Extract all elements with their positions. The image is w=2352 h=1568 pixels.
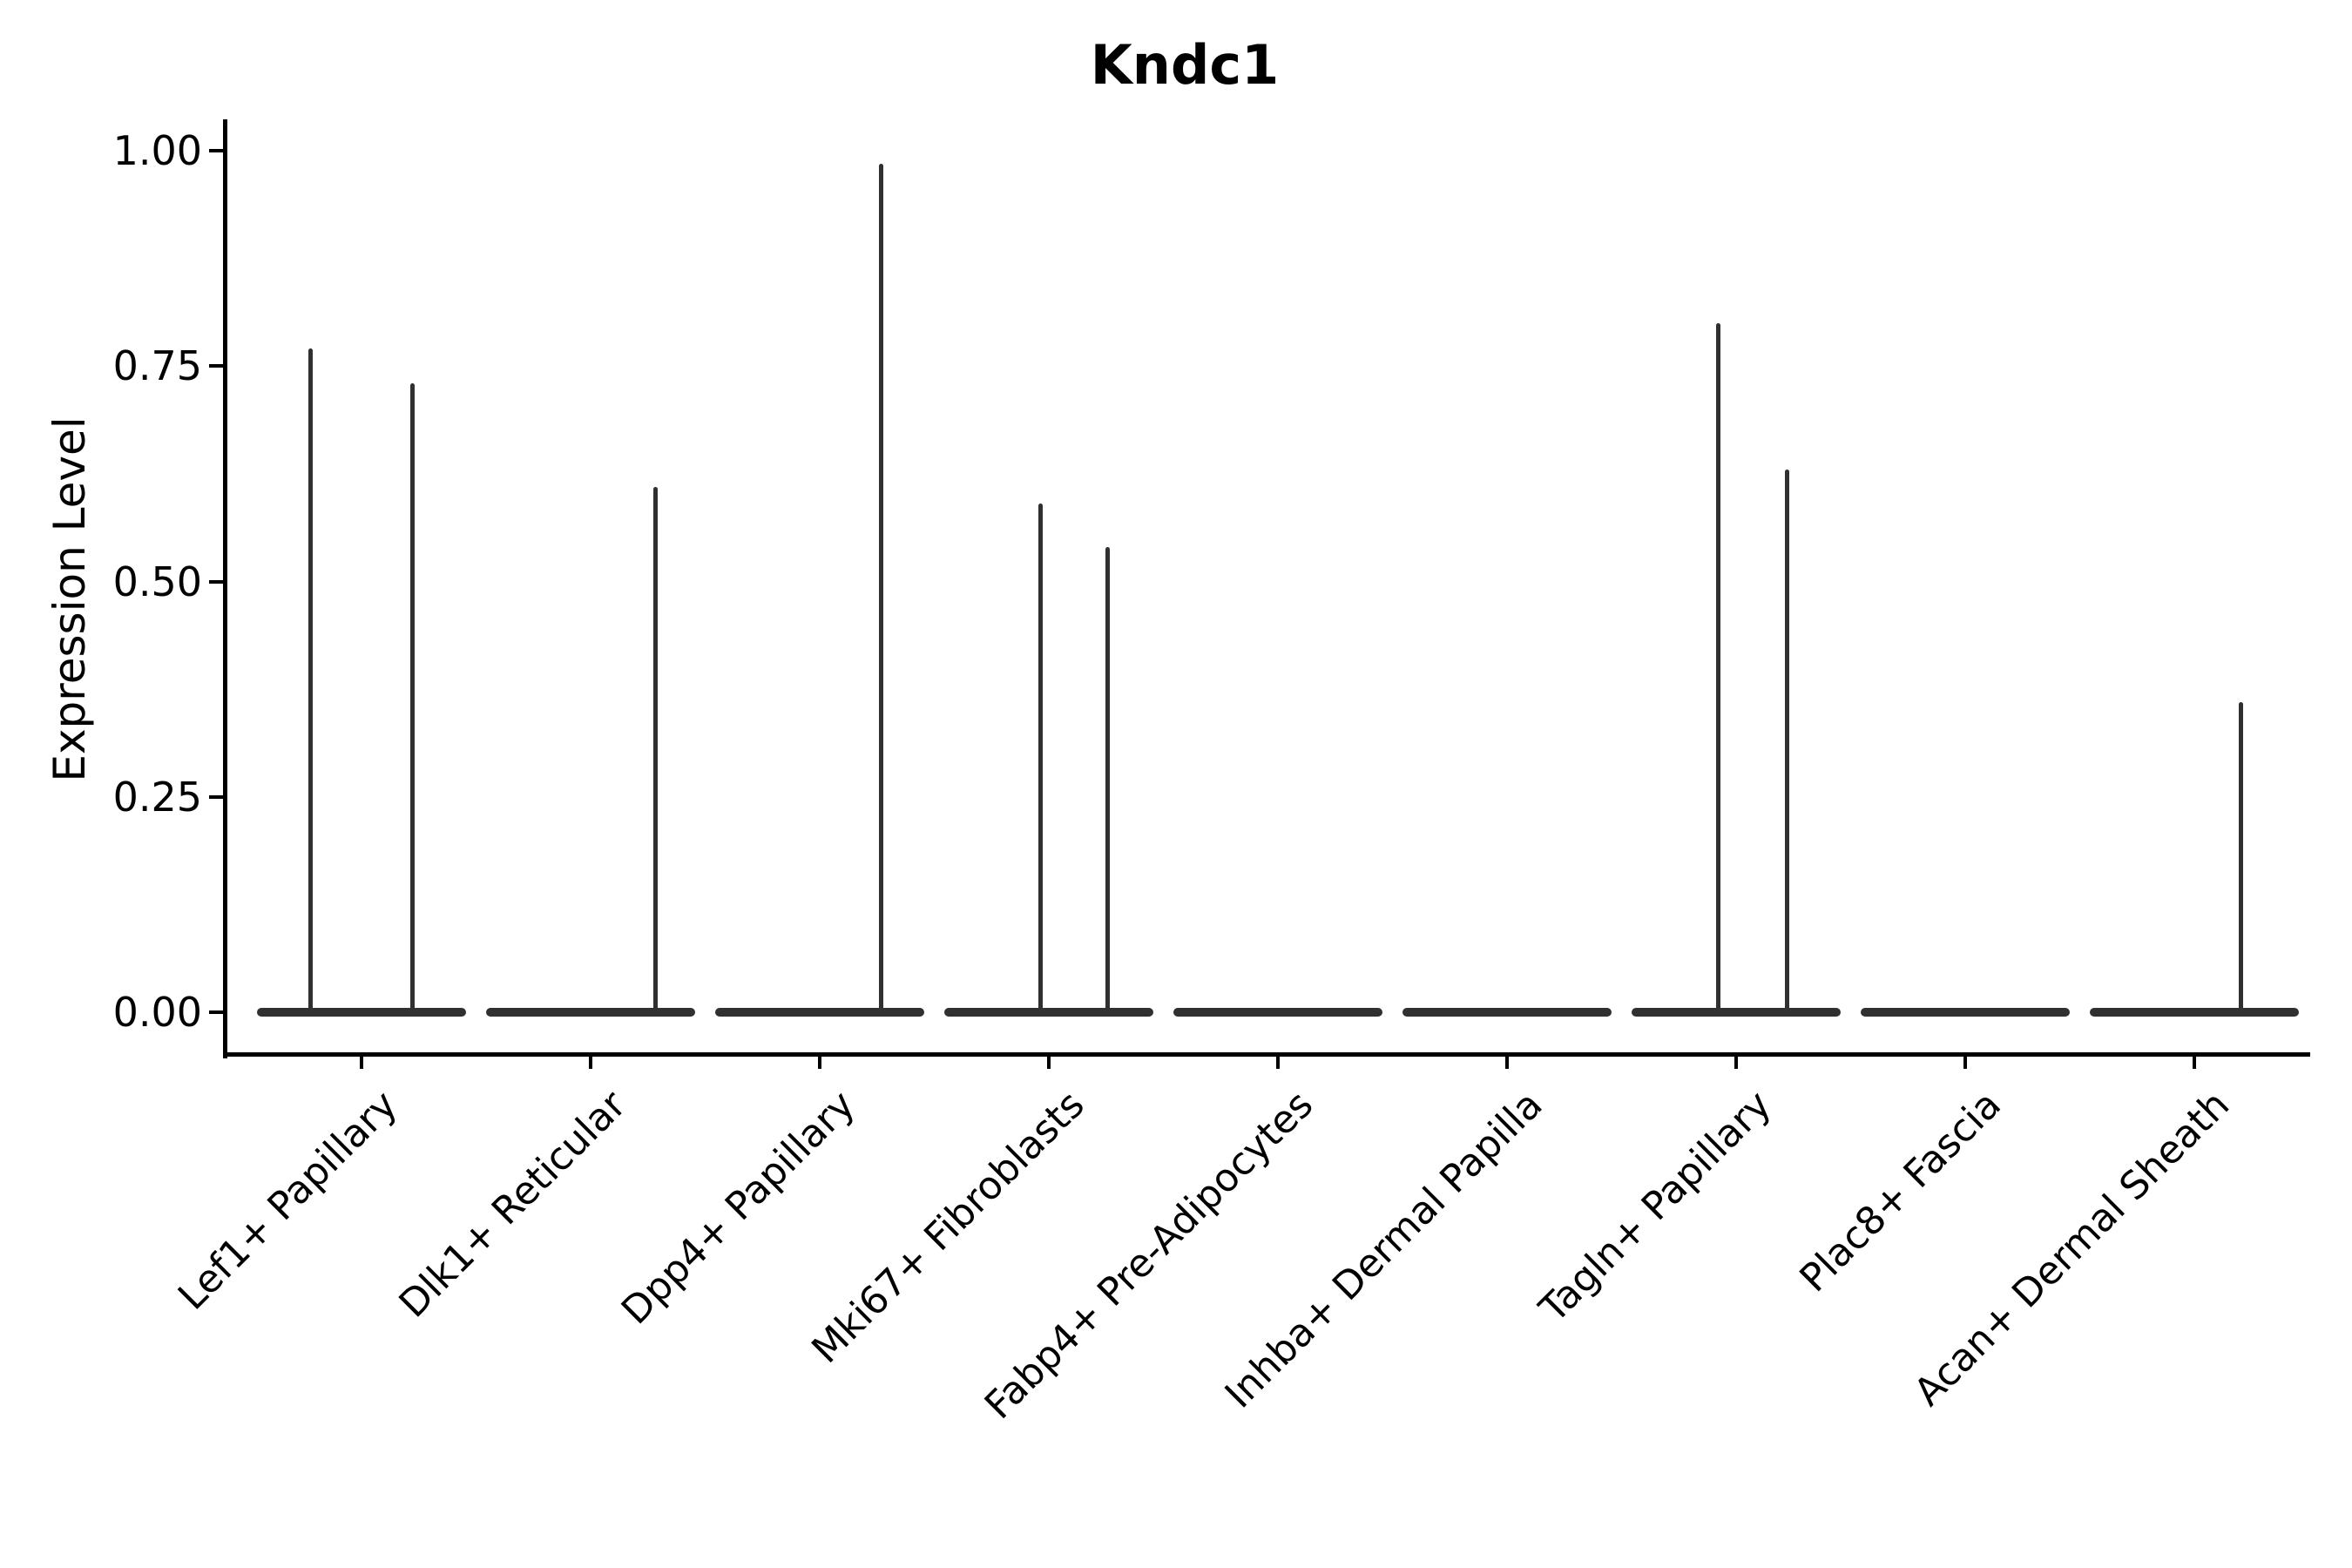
violin-baseline [944, 1008, 1153, 1017]
violin-spike [1037, 504, 1043, 1012]
violin-spike [1105, 546, 1110, 1012]
y-tick-label: 0.00 [112, 989, 202, 1036]
violin-spike [409, 383, 415, 1012]
x-tick-mark [2193, 1054, 2196, 1069]
violin-spike [1715, 322, 1720, 1012]
x-tick-mark [1734, 1054, 1738, 1069]
violin-baseline [257, 1008, 466, 1017]
y-tick-mark [209, 149, 225, 152]
y-tick-label: 0.25 [112, 773, 202, 821]
violin-spike [652, 486, 658, 1012]
y-tick-mark [209, 794, 225, 799]
x-tick-label: Dlk1+ Reticular [390, 1082, 635, 1327]
x-tick-mark [1047, 1054, 1051, 1069]
y-tick-label: 0.50 [112, 558, 202, 605]
y-tick-mark [209, 364, 225, 368]
y-axis-line [223, 119, 227, 1058]
violin-baseline [1173, 1008, 1382, 1017]
y-tick-mark [209, 579, 225, 584]
violin-baseline [1632, 1008, 1841, 1017]
x-tick-label: Plac8+ Fascia [1791, 1082, 2010, 1301]
violin-spike [308, 348, 313, 1012]
x-tick-label: Dpp4+ Papillary [612, 1082, 864, 1334]
violin-baseline [1402, 1008, 1612, 1017]
y-tick-label: 1.00 [112, 127, 202, 174]
x-tick-mark [589, 1054, 592, 1069]
x-axis-line [223, 1052, 2310, 1057]
plot-title: Kndc1 [1090, 33, 1280, 97]
x-tick-mark [1276, 1054, 1280, 1069]
x-tick-label: Lef1+ Papillary [169, 1082, 406, 1319]
x-tick-mark [1963, 1054, 1967, 1069]
x-tick-mark [818, 1054, 821, 1069]
y-tick-mark [209, 1010, 225, 1014]
x-tick-mark [360, 1054, 363, 1069]
violin-spike [2238, 701, 2243, 1012]
violin-baseline [715, 1008, 924, 1017]
violin-spike [1784, 469, 1789, 1012]
violin-baseline [486, 1008, 695, 1017]
violin-spike [878, 163, 883, 1012]
x-tick-mark [1505, 1054, 1509, 1069]
x-tick-label: Tagln+ Papillary [1531, 1082, 1781, 1332]
y-tick-label: 0.75 [112, 342, 202, 390]
violin-baseline [1861, 1008, 2070, 1017]
violin-baseline [2090, 1008, 2299, 1017]
